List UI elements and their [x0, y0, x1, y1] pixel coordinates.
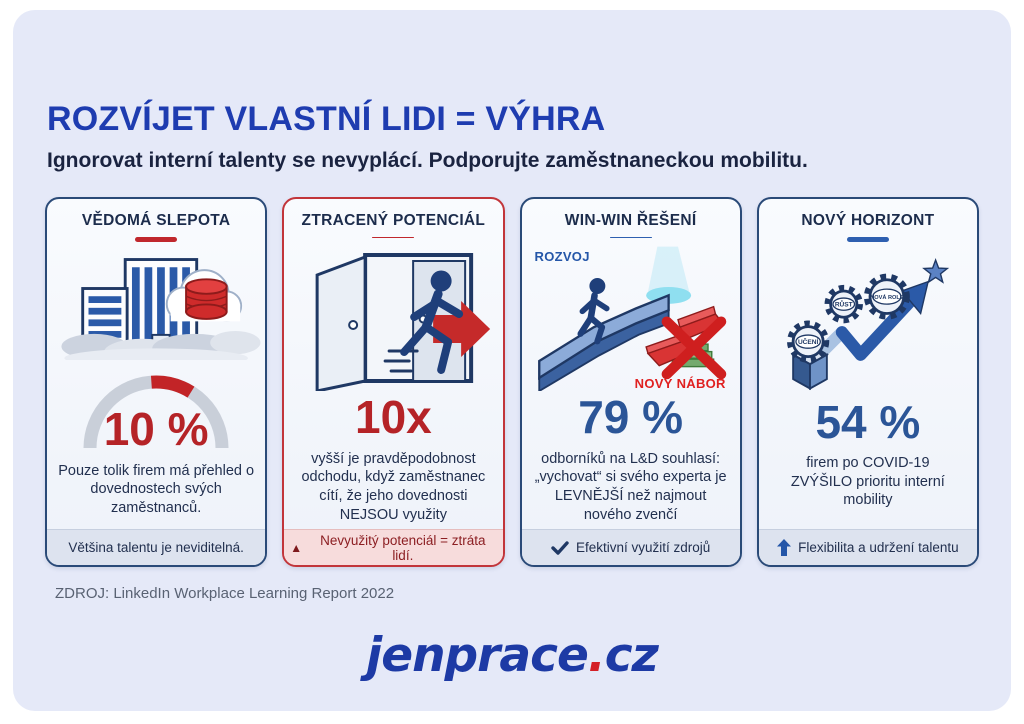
logo-name: jenprace: [366, 628, 589, 683]
title-underline: [135, 237, 178, 242]
stat-value: 79 %: [578, 391, 684, 444]
gears-arrow-icon: UČENÍ RŮST NOVÁ ROLE: [786, 257, 949, 390]
bridge-vs-hiring-illustration: ROZVOJ NOVÝ NÁBOR: [522, 241, 740, 392]
card-title: ZTRACENÝ POTENCIÁL: [301, 212, 486, 229]
gear-label-uceni: UČENÍ: [798, 336, 819, 345]
warning-triangle-icon: ▲: [290, 540, 303, 555]
percentage-gauge: 10 %: [47, 362, 265, 456]
card-novy-horizont: NOVÝ HORIZONT: [756, 197, 979, 567]
page-title: ROZVÍJET VLASTNÍ LIDI = VÝHRA: [47, 100, 606, 138]
gears-arrow-illustration: UČENÍ RŮST NOVÁ ROLE: [759, 246, 977, 396]
footer-text: Většina talentu je neviditelná.: [68, 540, 244, 555]
logo-dot: .: [587, 628, 606, 683]
card-footer: Efektivní využití zdrojů: [521, 529, 740, 565]
bridge-vs-hiring-icon: [537, 246, 726, 392]
card-footer: ▲ Nevyužitý potenciál = ztráta lidí.: [284, 529, 503, 565]
card-vedoma-slepota: VĚDOMÁ SLEPOTA: [45, 197, 268, 567]
stat-value: 10 %: [103, 403, 209, 456]
gauge-icon: [83, 375, 229, 448]
page-subtitle: Ignorovat interní talenty se nevyplácí. …: [47, 149, 808, 172]
card-footer: Flexibilita a udržení talentu: [758, 529, 977, 565]
stat-value: 10x: [355, 391, 432, 444]
card-footer: Většina talentu je neviditelná.: [47, 529, 266, 565]
card-title: WIN-WIN ŘEŠENÍ: [564, 212, 697, 229]
logo-tld: cz: [604, 628, 659, 683]
label-rozvoj: ROZVOJ: [534, 249, 590, 265]
header: ROZVÍJET VLASTNÍ LIDI = VÝHRA Ignorovat …: [13, 10, 1011, 173]
source-citation: ZDROJ: LinkedIn Workplace Learning Repor…: [55, 585, 395, 602]
card-win-win-reseni: WIN-WIN ŘEŠENÍ ROZVOJ NOVÝ NÁBOR: [519, 197, 742, 567]
gear-label-nova-role: NOVÁ ROLE: [870, 293, 904, 300]
buildings-fog-icon: [61, 257, 261, 360]
jenprace-logo: jenprace.cz: [13, 628, 1011, 683]
card-description: odborníků na L&D souhlasí: „vychovat“ si…: [534, 450, 727, 524]
cards-row: VĚDOMÁ SLEPOTA: [45, 197, 979, 567]
card-description: firem po COVID-19 ZVÝŠILO prioritu inter…: [790, 454, 945, 509]
card-title: VĚDOMÁ SLEPOTA: [81, 212, 231, 229]
gear-label-rust: RŮST: [835, 298, 853, 308]
title-underline: [846, 237, 889, 242]
buildings-fog-illustration: [47, 246, 265, 360]
footer-text: Efektivní využití zdrojů: [575, 540, 711, 555]
leaving-door-icon: [315, 253, 491, 392]
card-ztraceny-potencial: ZTRACENÝ POTENCIÁL: [282, 197, 505, 567]
infographic-panel: ROZVÍJET VLASTNÍ LIDI = VÝHRA Ignorovat …: [13, 10, 1011, 711]
stat-value: 54 %: [815, 395, 921, 448]
leaving-door-illustration: [284, 241, 502, 392]
card-description: Pouze tolik firem má přehled o dovednost…: [58, 462, 255, 517]
arrow-up-icon: [777, 539, 792, 556]
footer-text: Flexibilita a udržení talentu: [798, 540, 959, 555]
checkmark-icon: [551, 540, 569, 555]
footer-text: Nevyužitý potenciál = ztráta lidí.: [320, 532, 486, 563]
card-description: vyšší je pravděpodobnost odchodu, když z…: [301, 450, 486, 524]
label-novy-nabor: NOVÝ NÁBOR: [634, 376, 726, 392]
card-title: NOVÝ HORIZONT: [801, 212, 935, 229]
